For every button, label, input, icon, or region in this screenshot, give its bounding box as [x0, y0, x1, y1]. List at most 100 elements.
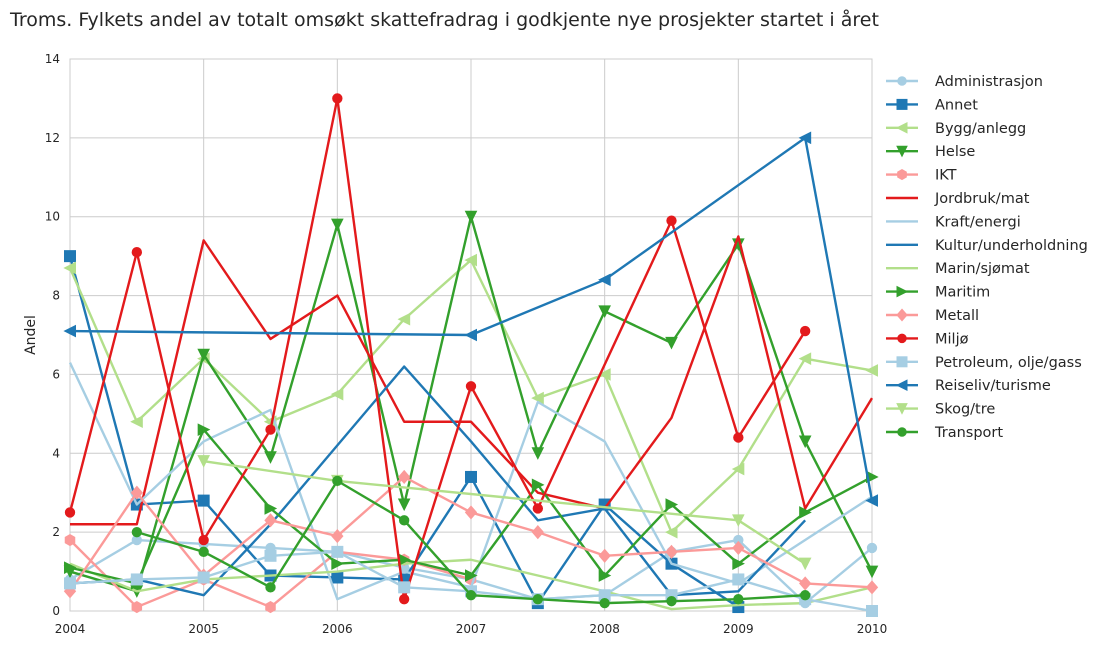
legend-label: Administrasjon [935, 74, 1043, 90]
data-point [265, 424, 276, 435]
data-point [798, 435, 812, 449]
data-point [331, 557, 344, 570]
x-tick-label: 2006 [322, 622, 353, 636]
y-tick-label: 14 [45, 52, 60, 66]
legend-item: Marin/sjømat [886, 261, 1030, 277]
data-point [732, 514, 745, 527]
data-point [799, 576, 812, 591]
data-point [398, 515, 410, 526]
legend-item: Administrasjon [886, 74, 1043, 90]
data-point [598, 569, 612, 582]
legend-label: Maritim [935, 285, 990, 301]
data-point [865, 580, 879, 595]
data-point [63, 324, 76, 338]
data-point [598, 305, 611, 318]
data-point [330, 387, 344, 401]
data-point [895, 379, 908, 392]
data-point [464, 505, 478, 520]
legend-item: Bygg/anlegg [886, 121, 1026, 137]
y-tick-label: 0 [52, 604, 60, 618]
data-point [798, 131, 812, 145]
legend-item: Metall [886, 308, 979, 324]
data-point [131, 600, 143, 614]
series-kultur-underholdning [69, 365, 807, 597]
y-tick-label: 12 [45, 131, 60, 145]
legend-label: Helse [935, 144, 975, 160]
x-tick-label: 2007 [456, 622, 487, 636]
data-point [666, 595, 677, 607]
data-point [197, 455, 210, 468]
data-point [465, 590, 477, 601]
legend-label: Marin/sjømat [935, 261, 1030, 277]
data-point [865, 565, 879, 579]
legend-label: Skog/tre [935, 402, 995, 418]
series-skog-tre [197, 455, 812, 571]
data-point [598, 273, 611, 287]
legend-label: Transport [934, 425, 1003, 441]
data-point [331, 545, 344, 558]
data-point [265, 582, 276, 593]
data-point [896, 145, 908, 158]
data-point [464, 328, 477, 342]
legend-label: Miljø [935, 331, 969, 347]
data-point [64, 250, 76, 263]
y-tick-label: 8 [52, 289, 60, 303]
data-point [733, 593, 744, 605]
y-tick-label: 4 [52, 446, 60, 460]
data-point [798, 352, 812, 365]
data-point [64, 577, 76, 590]
series-transport [131, 475, 811, 609]
x-tick-label: 2009 [723, 622, 754, 636]
data-point [130, 573, 143, 586]
series-reiseliv-turisme [63, 131, 878, 507]
legend-item: IKT [886, 168, 957, 184]
data-point [198, 534, 209, 546]
data-point [331, 218, 344, 232]
data-point [895, 121, 908, 134]
data-point [896, 285, 909, 298]
data-point [464, 253, 477, 267]
data-point [64, 533, 76, 547]
data-point [398, 593, 410, 605]
data-point [264, 513, 277, 528]
y-tick-label: 2 [52, 525, 60, 539]
legend-item: Maritim [886, 285, 990, 301]
data-point [398, 581, 411, 594]
data-point [896, 308, 908, 322]
legend-label: Kraft/energi [935, 214, 1021, 230]
data-point [599, 597, 610, 609]
data-point [896, 356, 908, 368]
data-point [865, 364, 878, 377]
x-tick-label: 2010 [857, 622, 888, 636]
data-point [197, 494, 210, 507]
data-point [896, 98, 908, 110]
data-point [798, 557, 812, 571]
legend-item: Kultur/underholdning [886, 238, 1088, 254]
data-point [331, 571, 344, 584]
data-point [332, 475, 343, 487]
legend-item: Annet [886, 97, 978, 113]
series-helse [63, 210, 879, 598]
data-point [197, 423, 211, 436]
data-point [198, 546, 209, 558]
data-point [665, 498, 679, 511]
series-line [69, 365, 807, 597]
data-point [665, 336, 678, 350]
data-point [731, 462, 745, 476]
data-point [264, 502, 278, 515]
data-point [264, 549, 277, 562]
data-point [897, 333, 907, 344]
data-point [598, 368, 611, 381]
series-line [203, 459, 806, 565]
data-point [63, 261, 76, 275]
data-point [532, 593, 544, 605]
data-point [896, 403, 908, 415]
legend-label: Petroleum, olje/gass [935, 355, 1082, 371]
data-point [732, 557, 745, 570]
legend-item: Skog/tre [886, 402, 995, 418]
x-tick-label: 2005 [188, 622, 219, 636]
series-layer [63, 93, 879, 617]
legend-item: Petroleum, olje/gass [886, 355, 1082, 371]
data-point [866, 605, 878, 617]
data-point [397, 498, 411, 512]
